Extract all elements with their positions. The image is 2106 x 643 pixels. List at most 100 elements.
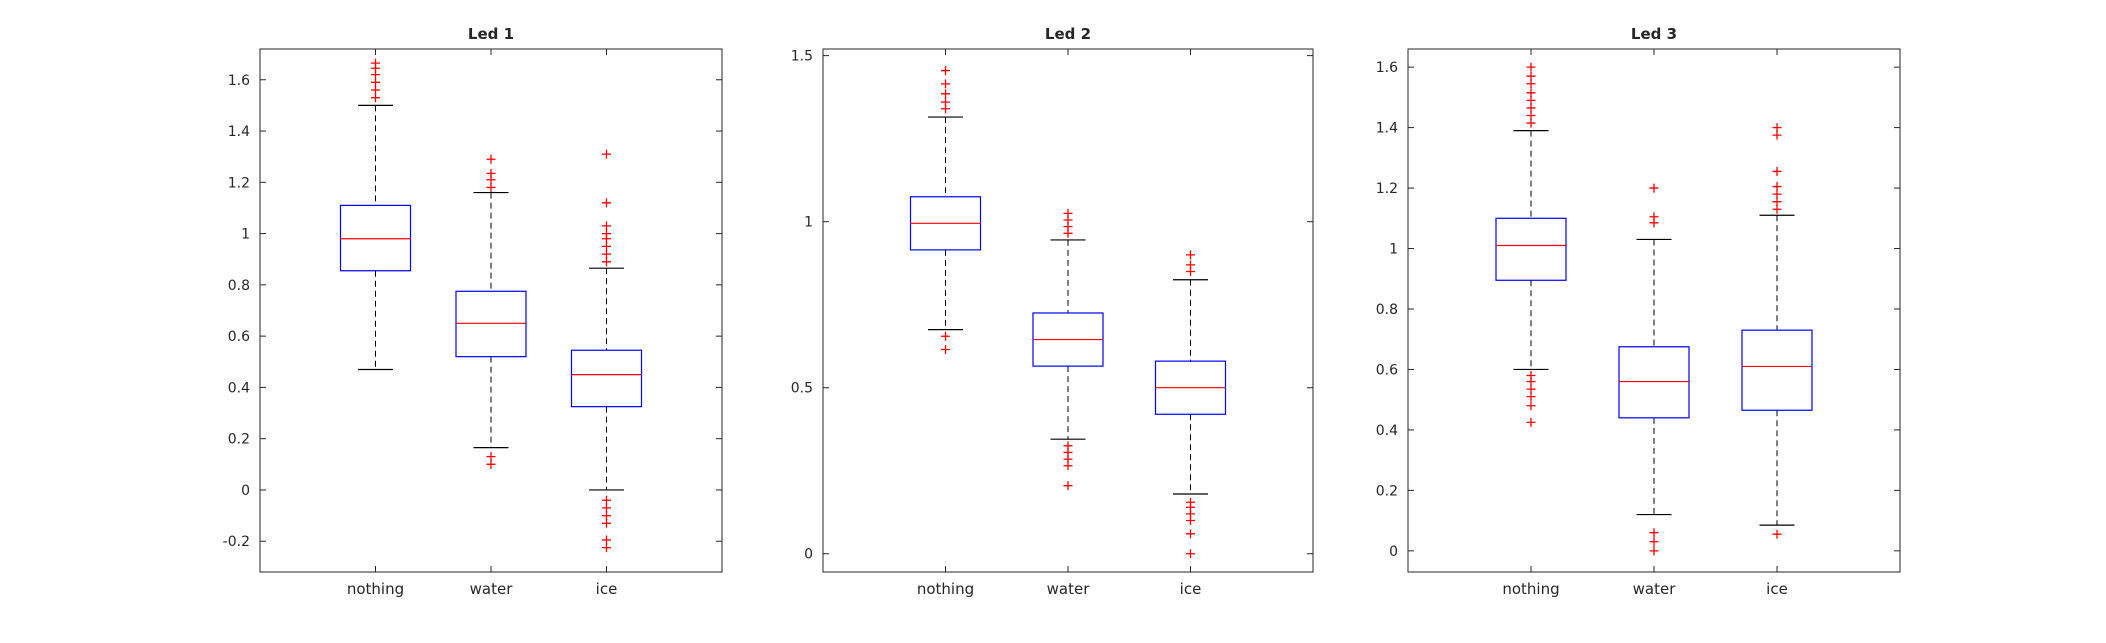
outlier-point (1649, 528, 1659, 538)
outlier-point (941, 97, 950, 107)
y-tick-label: 0 (241, 483, 250, 499)
outlier-point (1772, 166, 1782, 176)
outlier-point (371, 58, 380, 68)
x-tick-label: nothing (347, 580, 404, 598)
box-ice (1741, 123, 1813, 539)
axes-2: Led 2 0 0.5 1 1.5 nothing water ice (791, 25, 1314, 598)
y-tick-label: 1.5 (791, 49, 813, 65)
outlier-point (1186, 549, 1195, 559)
outlier-point (941, 79, 950, 89)
x-tick-label: nothing (917, 580, 974, 598)
outlier-point (602, 221, 611, 231)
y-tick-label: 0.6 (1376, 362, 1398, 378)
outlier-point (602, 257, 611, 267)
outlier-point (1063, 441, 1073, 451)
outlier-point (371, 77, 380, 87)
outlier-point (486, 182, 496, 192)
outlier-point (1526, 79, 1536, 89)
iqr-box (1741, 329, 1813, 411)
outlier-point (1186, 529, 1195, 539)
outlier-point (1526, 88, 1536, 98)
outlier-point (1526, 118, 1536, 128)
y-tick-label: 1.6 (1376, 60, 1398, 76)
box-water (455, 154, 527, 469)
outlier-point (602, 535, 611, 545)
y-tick-label: 0.4 (228, 380, 250, 396)
y-tick-label: 1 (1389, 242, 1398, 258)
box-ice (570, 149, 643, 553)
x-tick-label: ice (596, 580, 618, 598)
box-nothing (909, 66, 982, 355)
y-tick-label: 0.8 (1376, 302, 1398, 318)
outlier-point (602, 241, 611, 251)
outlier-point (486, 452, 496, 462)
outlier-point (1526, 370, 1536, 380)
outlier-point (941, 331, 950, 341)
y-tick-label: -0.2 (223, 534, 250, 550)
outlier-point (1649, 183, 1659, 193)
outlier-point (602, 495, 611, 505)
y-tick-label: 0.6 (228, 329, 250, 345)
y-tick-label: 1.4 (1376, 121, 1398, 137)
outlier-point (1186, 250, 1195, 260)
y-tick-label: 1 (804, 215, 813, 231)
outlier-point (486, 154, 496, 164)
outlier-point (941, 66, 950, 76)
iqr-box (339, 204, 412, 272)
plot-area (259, 48, 723, 573)
x-tick-label: ice (1180, 580, 1202, 598)
box-nothing (1495, 62, 1567, 427)
outlier-point (1772, 197, 1782, 207)
chart-title: Led 2 (1045, 25, 1091, 43)
y-tick-label: 0 (804, 547, 813, 563)
y-tick-label: 0.8 (228, 278, 250, 294)
outlier-point (1772, 123, 1782, 133)
outlier-point (1526, 62, 1536, 72)
outlier-point (602, 543, 611, 553)
outlier-point (1063, 481, 1073, 491)
box-water (1032, 208, 1104, 491)
outlier-point (602, 511, 611, 521)
x-tick-label: ice (1766, 580, 1788, 598)
outlier-point (1526, 401, 1536, 411)
y-tick-label: 1.2 (1376, 181, 1398, 197)
outlier-point (486, 459, 496, 469)
outlier-point (1772, 189, 1782, 199)
outlier-point (602, 518, 611, 528)
y-tick-label: 0.4 (1376, 423, 1398, 439)
y-tick-label: 1.4 (228, 124, 250, 140)
outlier-point (941, 345, 950, 355)
chart-title: Led 3 (1631, 25, 1677, 43)
iqr-box (455, 290, 527, 358)
outlier-point (1772, 130, 1782, 140)
outlier-point (941, 89, 950, 99)
iqr-box (1618, 346, 1690, 419)
y-tick-label: 0.5 (791, 381, 813, 397)
box-nothing (339, 58, 412, 371)
outlier-point (1649, 212, 1659, 222)
iqr-box (570, 349, 643, 408)
axes-3: Led 3 0 0.2 0.4 0.6 0.8 1 1.2 1.4 1.6 nothing water… (1376, 25, 1901, 598)
outlier-point (602, 198, 611, 208)
y-tick-label: 0.2 (228, 432, 250, 448)
outlier-point (602, 149, 611, 159)
outlier-point (602, 249, 611, 259)
x-tick-label: water (470, 580, 514, 598)
y-tick-label: 1 (241, 227, 250, 243)
outlier-point (1526, 71, 1536, 81)
outlier-point (1526, 384, 1536, 394)
iqr-box (1495, 217, 1567, 281)
y-tick-label: 0 (1389, 544, 1398, 560)
axes-1: Led 1 -0.2 0 0.2 0.4 0.6 0.8 1 1.2 1.4 1.6 nothing w… (223, 25, 723, 598)
outlier-point (602, 229, 611, 239)
x-tick-label: water (1633, 580, 1677, 598)
outlier-point (1649, 537, 1659, 547)
chart-title: Led 1 (468, 25, 514, 43)
y-tick-label: 1.6 (228, 73, 250, 89)
y-tick-label: 1.2 (228, 175, 250, 191)
y-tick-label: 0.2 (1376, 483, 1398, 499)
box-water (1618, 183, 1690, 556)
outlier-point (1772, 529, 1782, 539)
outlier-point (1186, 260, 1195, 270)
